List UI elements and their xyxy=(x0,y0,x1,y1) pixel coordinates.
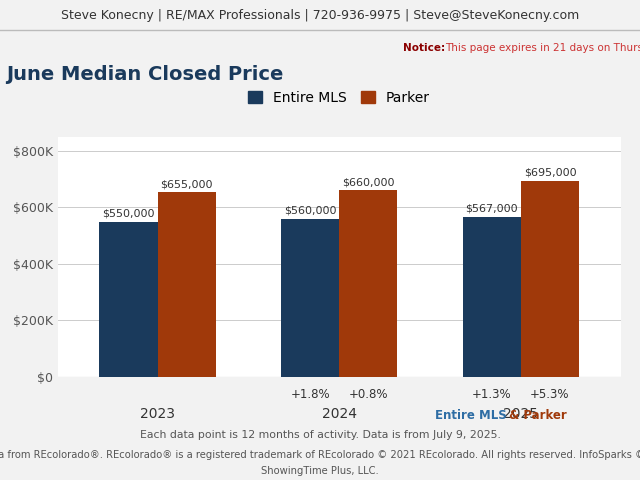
Text: $655,000: $655,000 xyxy=(161,179,213,189)
Text: $567,000: $567,000 xyxy=(465,204,518,214)
Bar xyxy=(281,219,339,377)
Text: June Median Closed Price: June Median Closed Price xyxy=(6,65,284,84)
Text: This page expires in 21 days on Thursday, July 31, 2025.: This page expires in 21 days on Thursday… xyxy=(445,43,640,53)
Text: & Parker: & Parker xyxy=(509,408,566,422)
Text: Entire MLS: Entire MLS xyxy=(435,408,507,422)
Text: +1.3%: +1.3% xyxy=(472,388,511,401)
Text: $560,000: $560,000 xyxy=(284,206,337,216)
Bar xyxy=(521,180,579,377)
Text: Notice:: Notice: xyxy=(403,43,445,53)
Bar xyxy=(99,221,157,377)
Text: Each data point is 12 months of activity. Data is from July 9, 2025.: Each data point is 12 months of activity… xyxy=(140,431,500,440)
Text: $695,000: $695,000 xyxy=(524,168,576,178)
Text: +1.8%: +1.8% xyxy=(291,388,330,401)
Text: Steve Konecny | RE/MAX Professionals | 720-936-9975 | Steve@SteveKonecny.com: Steve Konecny | RE/MAX Professionals | 7… xyxy=(61,9,579,22)
Text: All data from REcolorado®. REcolorado® is a registered trademark of REcolorado ©: All data from REcolorado®. REcolorado® i… xyxy=(0,450,640,460)
Text: $550,000: $550,000 xyxy=(102,209,155,219)
Text: ShowingTime Plus, LLC.: ShowingTime Plus, LLC. xyxy=(261,467,379,476)
Bar xyxy=(463,216,521,377)
Legend: Entire MLS, Parker: Entire MLS, Parker xyxy=(248,91,430,105)
Text: +0.8%: +0.8% xyxy=(349,388,388,401)
Text: $660,000: $660,000 xyxy=(342,178,394,188)
Bar xyxy=(339,191,397,377)
Bar xyxy=(157,192,216,377)
Text: +5.3%: +5.3% xyxy=(530,388,570,401)
